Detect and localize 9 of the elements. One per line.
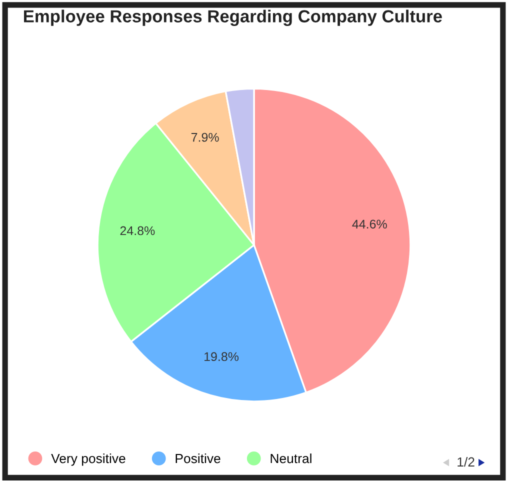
data-label: 24.8% — [120, 226, 155, 236]
legend-label: Neutral — [270, 454, 312, 464]
data-label: 7.9% — [191, 132, 219, 142]
legend-label: Positive — [176, 454, 220, 464]
legend-label: Very positive — [51, 454, 126, 466]
text: 1/2 — [458, 456, 474, 467]
data-label: 44.6% — [352, 220, 387, 229]
data-label: 19.8% — [204, 352, 239, 362]
chart-title: Employee Responses Regarding Company Culture — [24, 10, 442, 26]
